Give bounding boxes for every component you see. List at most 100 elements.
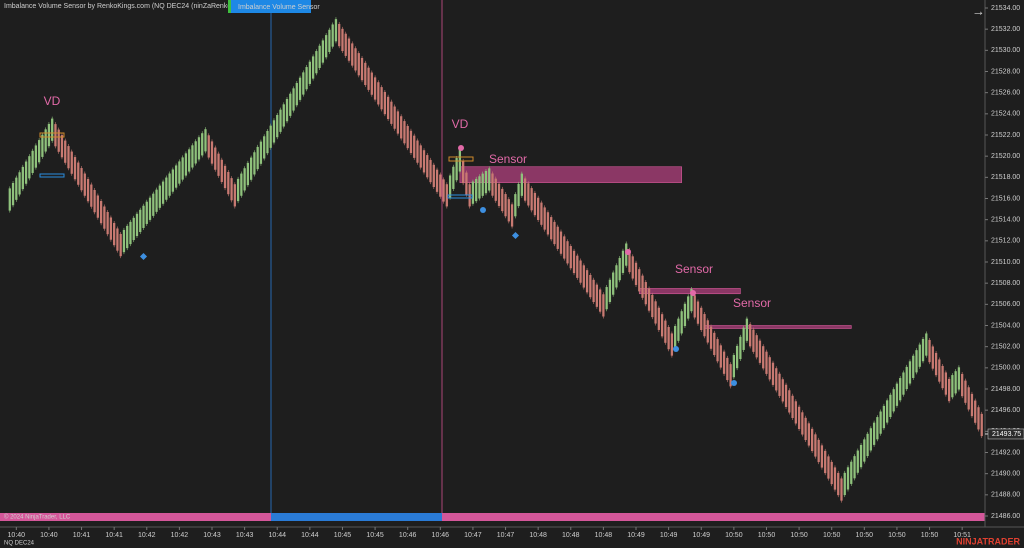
x-tick-label: 10:51 bbox=[953, 532, 971, 539]
marker bbox=[511, 231, 520, 240]
brick bbox=[497, 183, 501, 206]
brick bbox=[899, 378, 902, 401]
y-tick-label: 21502.00 bbox=[991, 344, 1020, 351]
brick bbox=[122, 229, 126, 253]
brick bbox=[298, 77, 302, 100]
brick bbox=[621, 250, 625, 273]
brick bbox=[886, 400, 889, 423]
brick bbox=[647, 288, 651, 311]
marker bbox=[731, 380, 737, 386]
brick bbox=[73, 157, 77, 180]
brick bbox=[471, 181, 475, 204]
brick bbox=[925, 333, 928, 356]
brick bbox=[243, 168, 246, 191]
brick bbox=[289, 93, 292, 116]
brick bbox=[709, 326, 713, 349]
annotation: Sensor bbox=[675, 262, 713, 276]
brick bbox=[628, 249, 631, 273]
brick bbox=[99, 200, 103, 224]
x-tick-label: 10:49 bbox=[627, 532, 645, 539]
brick bbox=[520, 173, 523, 196]
brick bbox=[28, 156, 31, 179]
brick bbox=[820, 445, 824, 468]
brick bbox=[83, 173, 86, 196]
brick bbox=[537, 197, 540, 220]
brick bbox=[416, 140, 419, 163]
brick bbox=[713, 332, 716, 356]
marker bbox=[448, 156, 474, 162]
y-tick-label: 21486.00 bbox=[991, 513, 1020, 520]
brick bbox=[129, 221, 132, 245]
marker bbox=[458, 145, 464, 151]
brick bbox=[292, 88, 295, 111]
brick bbox=[233, 184, 236, 207]
x-tick-label: 10:50 bbox=[921, 532, 939, 539]
brick bbox=[527, 183, 530, 206]
brick bbox=[550, 217, 553, 240]
brick bbox=[354, 48, 357, 71]
brick bbox=[488, 168, 491, 191]
x-tick-label: 10:45 bbox=[366, 532, 384, 539]
brick bbox=[729, 364, 732, 387]
brick bbox=[11, 183, 15, 206]
brick bbox=[465, 172, 468, 195]
brick bbox=[732, 355, 735, 378]
annotation: VD bbox=[452, 117, 469, 131]
copyright: © 2024 NinjaTrader, LLC bbox=[4, 514, 71, 521]
brick bbox=[223, 165, 227, 189]
brick bbox=[37, 140, 41, 163]
brick bbox=[872, 422, 876, 445]
brick bbox=[553, 221, 556, 245]
brick bbox=[690, 288, 693, 312]
indicator-button-label[interactable]: Imbalance Volume Sensor bbox=[238, 4, 320, 11]
brick bbox=[556, 226, 559, 249]
x-tick-label: 10:46 bbox=[432, 532, 450, 539]
brick bbox=[543, 207, 546, 230]
annotation: Sensor bbox=[489, 152, 527, 166]
indicator-button[interactable] bbox=[231, 0, 311, 13]
brick bbox=[325, 35, 328, 58]
brick bbox=[951, 375, 954, 398]
brick bbox=[44, 129, 47, 152]
brick bbox=[295, 83, 298, 106]
brick bbox=[400, 116, 403, 139]
y-tick-label: 21526.00 bbox=[991, 90, 1020, 97]
y-tick-label: 21510.00 bbox=[991, 259, 1020, 266]
brick bbox=[687, 296, 690, 319]
brick bbox=[722, 351, 726, 374]
brick bbox=[726, 357, 729, 381]
brick bbox=[204, 129, 207, 152]
brick bbox=[853, 456, 856, 479]
brick bbox=[905, 366, 908, 390]
brick bbox=[837, 472, 840, 496]
brick bbox=[749, 324, 752, 347]
brick bbox=[194, 141, 197, 164]
brick bbox=[269, 125, 272, 148]
brick bbox=[807, 423, 811, 446]
brick bbox=[846, 467, 850, 490]
brick bbox=[458, 149, 462, 172]
brick bbox=[814, 434, 817, 457]
brick bbox=[432, 164, 435, 188]
brick bbox=[302, 72, 305, 95]
scroll-arrow[interactable]: → bbox=[972, 3, 985, 18]
brick bbox=[677, 318, 680, 341]
brick bbox=[60, 135, 64, 158]
brick bbox=[530, 188, 533, 211]
brick bbox=[347, 38, 351, 61]
brick bbox=[585, 270, 589, 293]
brick bbox=[700, 307, 703, 330]
brick bbox=[631, 256, 634, 279]
brick bbox=[771, 362, 775, 385]
y-tick-label: 21498.00 bbox=[991, 386, 1020, 393]
brick bbox=[797, 406, 801, 430]
x-tick-label: 10:42 bbox=[171, 532, 189, 539]
brick bbox=[608, 279, 612, 302]
brick bbox=[765, 351, 768, 374]
brick bbox=[569, 246, 572, 269]
bottom-strip bbox=[0, 513, 985, 521]
brick bbox=[657, 307, 660, 330]
brick bbox=[250, 157, 253, 180]
chart-title: Imbalance Volume Sensor by RenkoKings.co… bbox=[4, 3, 248, 10]
brick bbox=[654, 301, 657, 324]
